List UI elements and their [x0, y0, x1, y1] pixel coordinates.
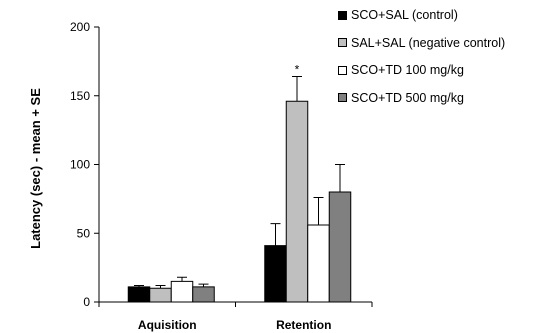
- y-tick-label: 100: [70, 158, 90, 172]
- legend-swatch: [338, 38, 347, 47]
- y-tick-label: 50: [77, 226, 91, 240]
- legend-swatch: [338, 65, 347, 75]
- x-category-label: Retention: [276, 318, 331, 332]
- legend-item-sco-sal: SCO+SAL (control): [338, 6, 505, 24]
- bar: [285, 100, 309, 303]
- bar: [149, 287, 172, 303]
- legend-label: SAL+SAL (negative control): [351, 35, 506, 50]
- bar: [192, 286, 215, 303]
- bar: [127, 286, 151, 303]
- bar: [328, 191, 352, 303]
- legend-label: SCO+TD 500 mg/kg: [351, 90, 464, 105]
- legend-item-sal-sal: SAL+SAL (negative control): [338, 34, 505, 52]
- y-tick-label: 200: [70, 20, 90, 34]
- bar: [170, 280, 194, 303]
- legend-item-sco-td-500: SCO+TD 500 mg/kg: [338, 89, 505, 107]
- legend-item-sco-td-100: SCO+TD 100 mg/kg: [338, 61, 505, 79]
- legend-swatch: [338, 93, 347, 102]
- significance-marker: *: [295, 63, 300, 77]
- bar: [307, 224, 330, 303]
- legend-label: SCO+SAL (control): [351, 8, 458, 22]
- bar: [264, 245, 287, 303]
- legend-label: SCO+TD 100 mg/kg: [351, 63, 464, 77]
- legend: SCO+SAL (control) SAL+SAL (negative cont…: [338, 6, 505, 116]
- y-tick-label: 0: [83, 295, 90, 309]
- y-tick-label: 150: [70, 89, 90, 103]
- legend-swatch: [338, 10, 347, 20]
- x-category-label: Aquisition: [138, 318, 197, 332]
- y-axis-title: Latency (sec) - mean + SE: [28, 88, 43, 249]
